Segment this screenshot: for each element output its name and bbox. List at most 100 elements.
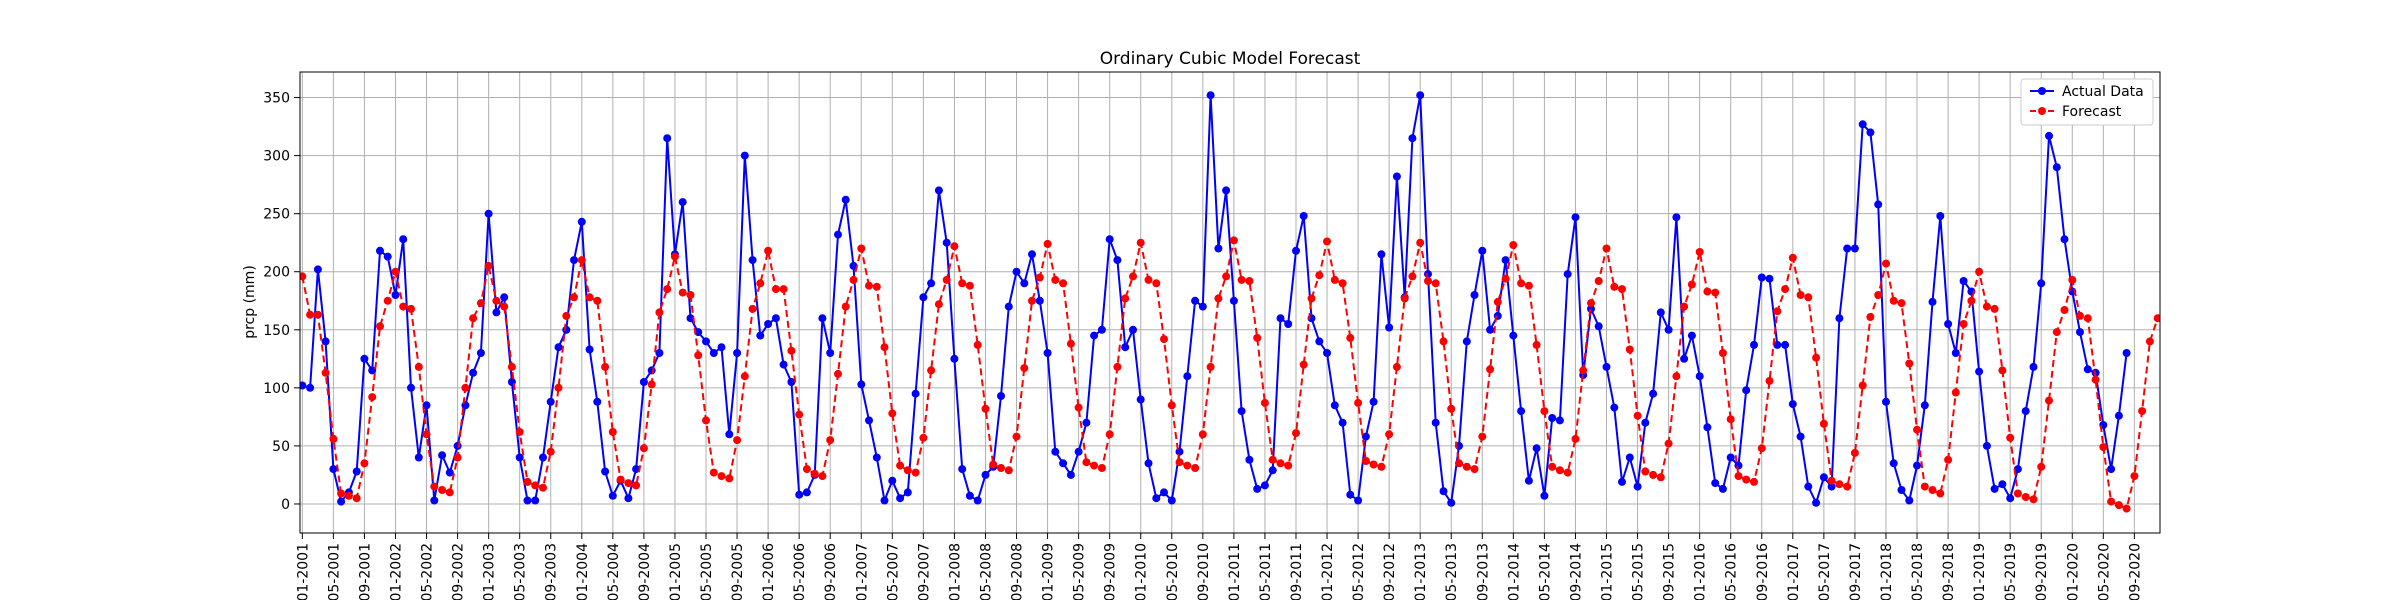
forecast-point [1121, 294, 1130, 303]
forecast-point [670, 252, 679, 261]
actual-data-point [1035, 296, 1044, 305]
forecast-point [1229, 236, 1238, 245]
forecast-point [756, 279, 765, 288]
forecast-point [1191, 464, 1200, 472]
actual-data-point [678, 198, 687, 207]
forecast-point [1998, 366, 2007, 375]
actual-data-point [313, 265, 322, 274]
forecast-point [1105, 430, 1114, 439]
x-tick-label: 05-2003 [513, 543, 529, 600]
actual-data-point [1618, 477, 1626, 486]
actual-data-point [1734, 461, 1743, 470]
actual-data-point [476, 349, 485, 357]
actual-data-point [958, 465, 967, 474]
actual-data-point [376, 246, 384, 255]
actual-data-point [1260, 481, 1269, 490]
forecast-point [2153, 314, 2160, 323]
actual-data-point [1501, 256, 1510, 265]
forecast-point [1579, 366, 1588, 375]
x-tick-label: 01-2010 [1134, 543, 1150, 600]
actual-data-point [639, 378, 648, 386]
actual-data-point [1656, 308, 1665, 317]
forecast-point [694, 351, 703, 360]
actual-data-point [1843, 244, 1852, 253]
y-tick-label: 0 [281, 497, 290, 513]
x-tick-label: 09-2009 [1103, 543, 1119, 600]
actual-data-point [1540, 491, 1549, 500]
actual-data-point [453, 441, 462, 450]
actual-data-point [1718, 484, 1727, 493]
actual-data-point [1354, 496, 1363, 505]
forecast-point [329, 434, 338, 443]
forecast-point [1051, 275, 1060, 284]
forecast-point [2052, 328, 2061, 337]
forecast-point [1641, 467, 1650, 476]
forecast-point [795, 410, 804, 419]
actual-data-point [531, 496, 540, 505]
actual-data-point [1680, 354, 1689, 363]
forecast-point [950, 242, 959, 251]
forecast-point [554, 383, 563, 392]
actual-data-point [539, 453, 547, 462]
forecast-point [1540, 407, 1549, 416]
actual-data-point [399, 235, 408, 244]
forecast-point [1439, 337, 1448, 346]
forecast-point [1152, 279, 1161, 288]
actual-data-point [2083, 365, 2092, 374]
forecast-point [802, 465, 811, 474]
actual-data-point [1206, 91, 1215, 100]
x-tick-label: 05-2014 [1537, 543, 1553, 600]
forecast-point [1113, 362, 1122, 371]
forecast-point [849, 275, 858, 284]
actual-data-point [1695, 372, 1704, 381]
x-tick-label: 01-2005 [668, 543, 684, 600]
forecast-point [1066, 339, 1075, 348]
y-tick-label: 350 [263, 91, 290, 107]
x-tick-label: 01-2016 [1693, 543, 1709, 600]
x-tick-label: 05-2005 [699, 543, 715, 600]
forecast-point [1338, 279, 1347, 288]
actual-data-point [2122, 349, 2131, 357]
forecast-point [1299, 360, 1308, 369]
forecast-point [725, 474, 734, 483]
forecast-point [546, 447, 555, 456]
actual-data-point [1121, 343, 1130, 352]
forecast-point [702, 416, 710, 425]
forecast-point [484, 261, 493, 270]
forecast-point [1967, 296, 1976, 305]
forecast-point [1400, 294, 1409, 303]
forecast-point [1718, 349, 1727, 357]
actual-data-point [484, 209, 493, 218]
forecast-point [1532, 340, 1541, 349]
forecast-point [1486, 365, 1495, 374]
actual-data-point [1882, 397, 1890, 406]
forecast-point [997, 464, 1005, 472]
forecast-point [1074, 403, 1083, 412]
forecast-point [1571, 434, 1580, 443]
actual-data-point [1625, 453, 1634, 462]
actual-data-point [2052, 163, 2061, 172]
actual-data-point [1338, 418, 1347, 427]
forecast-point [337, 489, 346, 498]
actual-data-point [1167, 496, 1176, 505]
forecast-point [539, 483, 547, 492]
actual-data-point [1819, 473, 1828, 482]
actual-data-point [329, 465, 338, 474]
actual-data-point [880, 496, 889, 505]
actual-data-point [1757, 273, 1766, 282]
forecast-point [461, 383, 470, 392]
actual-data-point [1152, 494, 1161, 503]
actual-data-point [2076, 328, 2084, 337]
forecast-point [515, 428, 524, 436]
forecast-point [1354, 398, 1363, 407]
forecast-point [632, 481, 641, 490]
forecast-point [570, 293, 578, 302]
actual-data-point [1470, 291, 1479, 299]
forecast-point [1447, 404, 1456, 413]
actual-data-point [1299, 212, 1308, 220]
forecast-point [1975, 267, 1984, 276]
actual-data-point [1462, 337, 1471, 346]
actual-data-point [593, 397, 602, 406]
x-tick-label: 01-2017 [1786, 543, 1802, 600]
